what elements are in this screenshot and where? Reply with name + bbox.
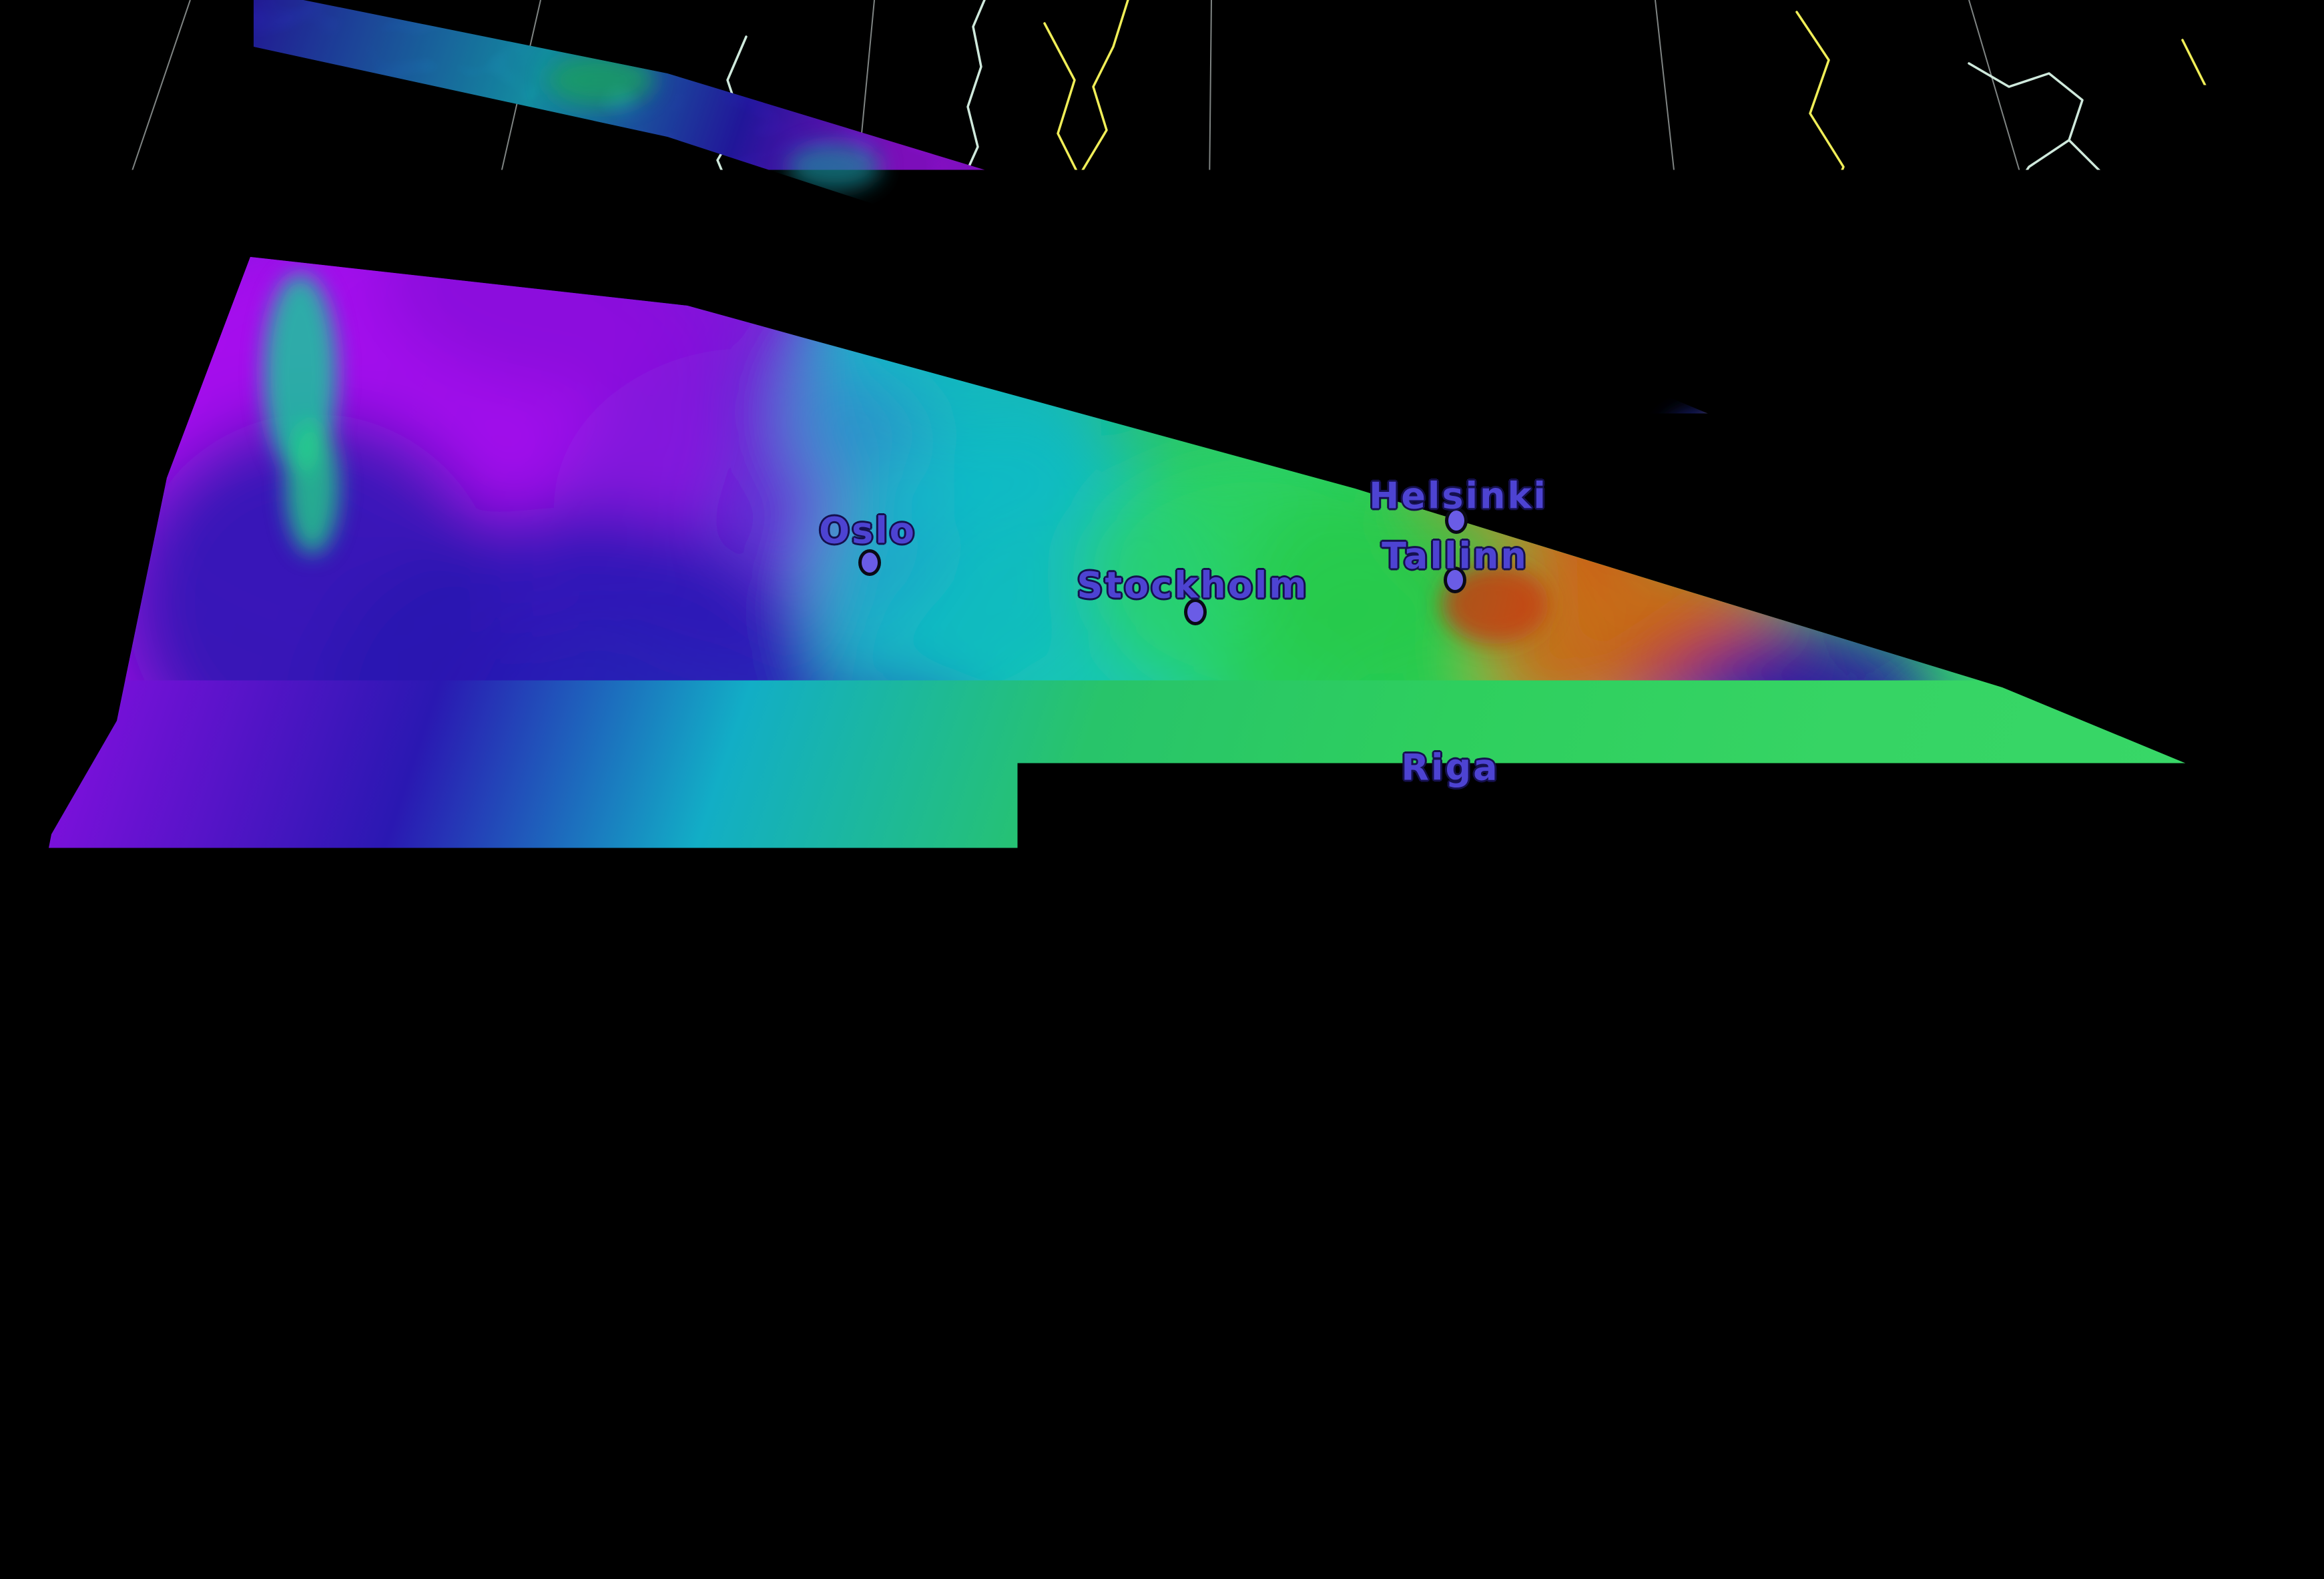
info-line: Receiver: rtlsdr — [1156, 1424, 1706, 1450]
coast-shetland — [214, 230, 237, 284]
city-label: Warsaw — [1245, 1157, 1417, 1199]
city-label: Minsk — [1576, 985, 1705, 1027]
city-dot — [977, 1384, 1000, 1411]
city-label: Bern — [517, 1553, 620, 1579]
border-benelux-rhine — [446, 1175, 671, 1556]
coast-archipelago — [1348, 400, 1375, 438]
city-label: Luxembourg — [392, 1323, 666, 1365]
info-line: Operator: DE2MAC — [1156, 1450, 1706, 1475]
city-label: Riga — [1401, 747, 1499, 789]
info-line: Max Elevation: 77° East | Sun Elevation:… — [1156, 1526, 1706, 1551]
info-box-software: ★ ★ ★ ★ RaspiNOAA V2 | v5.0 | Bookworm 64… — [639, 1369, 916, 1579]
coast-norway-north — [928, 0, 984, 287]
city-label: London — [159, 1104, 320, 1147]
software-info-text: RaspiNOAA V2 | v5.0 | Bookworm 64-bit http… — [639, 1476, 916, 1578]
info-box-pass-details: Ground Station: Bernau bei Berlin Antenna… — [1156, 1369, 1706, 1579]
info-line: https://raspberry- — [639, 1527, 916, 1552]
city-dot — [498, 1135, 521, 1161]
city-label: Chisinau — [1703, 1549, 1894, 1579]
city-label: Tallinn — [1382, 535, 1528, 577]
city-label: Prague — [902, 1330, 1058, 1372]
city-label: Vilnius — [1448, 932, 1599, 974]
info-line: Direction: Southbound | | Gain: 49.6 — [1156, 1551, 1706, 1576]
pass-info-text: Ground Station: Bernau bei Berlin Antenna… — [1156, 1373, 1706, 1576]
city-label: K?benhavn — [794, 859, 1035, 901]
info-line: Ground Station: Bernau bei Berlin — [1156, 1373, 1706, 1399]
star-icon: ★ — [734, 1434, 746, 1447]
coast-white-sea — [1969, 63, 2136, 307]
city-label: Kiev — [1797, 1251, 1894, 1293]
meridian-line — [0, 0, 190, 559]
info-line: Satellite: METEOR-M2 3 | 12-03-2026 10:0… — [1156, 1500, 1706, 1526]
city-label: Paris — [261, 1334, 372, 1376]
star-icon: ★ — [726, 1413, 738, 1427]
coast-channel-island — [287, 1308, 299, 1315]
star-icon: ★ — [817, 1413, 829, 1427]
border-russia-north — [2183, 40, 2236, 320]
city-label: Berlin — [879, 1119, 1011, 1161]
border-finland-russia — [1797, 12, 1849, 534]
antenna-tower-icon — [738, 1383, 818, 1464]
raspinoaa-logo-icon: ★ ★ ★ ★ — [729, 1375, 826, 1472]
city-label: Oslo — [819, 510, 916, 552]
star-icon: ★ — [809, 1434, 821, 1447]
city-dot — [858, 549, 881, 576]
city-label: Dublin — [0, 847, 68, 889]
satellite-pass-composite: Dublin London Amsterdam Brussels Paris Luxemb… — [0, 0, 2324, 1579]
city-dot — [932, 1159, 955, 1186]
city-label: Stockholm — [1077, 565, 1308, 607]
city-label: Amsterdam — [381, 1091, 633, 1133]
info-line: noaa.localdomain — [639, 1552, 916, 1578]
info-line: Antenna: Your Antenna — [1156, 1399, 1706, 1424]
city-label: Brussels — [361, 1261, 549, 1303]
city-dot — [228, 1147, 251, 1174]
city-dot — [904, 902, 926, 929]
info-line: Admin: Mochito — [1156, 1475, 1706, 1500]
info-line: Bookworm 64-bit — [639, 1502, 916, 1527]
info-line: RaspiNOAA V2 | v5.0 | — [639, 1476, 916, 1502]
city-label: Helsinki — [1369, 475, 1548, 517]
city-label: Moscow — [1991, 728, 2164, 770]
